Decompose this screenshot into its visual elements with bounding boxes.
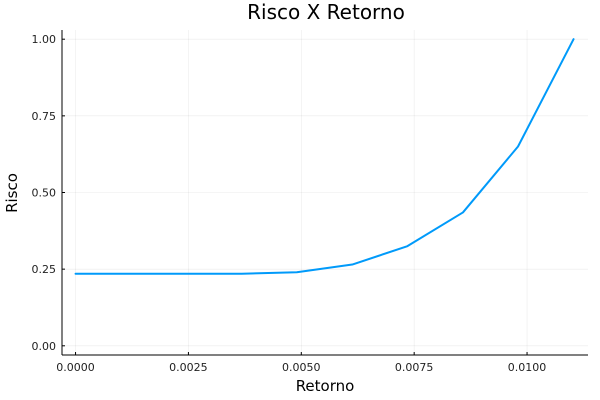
y-tick-label: 0.25 xyxy=(32,263,57,276)
x-tick-label: 0.0025 xyxy=(169,361,208,374)
y-axis-title: Risco xyxy=(3,173,21,213)
x-tick-label: 0.0000 xyxy=(56,361,95,374)
series-group xyxy=(74,38,575,275)
y-tick-label: 0.50 xyxy=(32,187,57,200)
grid xyxy=(62,30,588,355)
y-tick-label: 1.00 xyxy=(32,33,57,46)
y-tick-label: 0.00 xyxy=(32,340,57,353)
x-tick-label: 0.0100 xyxy=(508,361,547,374)
series-line xyxy=(74,38,575,275)
x-tick-label: 0.0075 xyxy=(395,361,434,374)
x-axis-title: Retorno xyxy=(296,377,355,395)
y-tick-label: 0.75 xyxy=(32,110,57,123)
chart-title: Risco X Retorno xyxy=(247,0,405,24)
x-tick-label: 0.0050 xyxy=(282,361,321,374)
ticks: 0.0000 0.0025 0.0050 0.0075 0.0100 0.00 0.25 0.… xyxy=(32,33,547,374)
